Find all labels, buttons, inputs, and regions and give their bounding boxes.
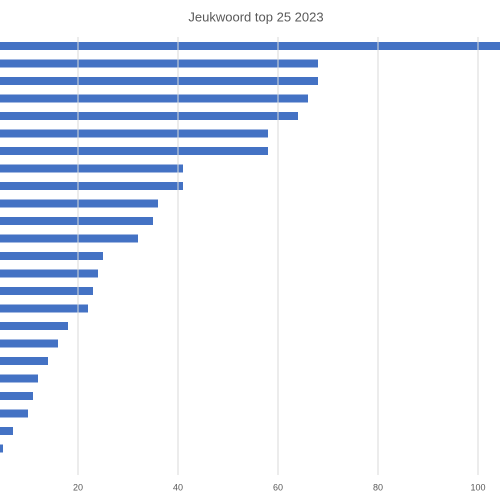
bar <box>0 287 93 295</box>
chart-title: Jeukwoord top 25 2023 <box>188 9 323 24</box>
bar <box>0 112 298 120</box>
plot-area <box>0 42 500 453</box>
bar <box>0 392 33 400</box>
bar <box>0 357 48 365</box>
bar <box>0 444 3 453</box>
x-tick-label: 100 <box>470 482 485 492</box>
x-tick-label: 80 <box>373 482 383 492</box>
bar <box>0 339 58 348</box>
bar <box>0 269 98 278</box>
bar <box>0 427 13 435</box>
bar <box>0 217 153 225</box>
bar <box>0 322 68 330</box>
bar <box>0 234 138 243</box>
bar <box>0 59 318 68</box>
bar <box>0 94 308 103</box>
bar <box>0 182 183 190</box>
bar <box>0 374 38 383</box>
bar <box>0 252 103 260</box>
bar <box>0 77 318 85</box>
bar <box>0 304 88 313</box>
bar <box>0 409 28 418</box>
x-tick-label: 60 <box>273 482 283 492</box>
x-tick-label: 40 <box>173 482 183 492</box>
bar <box>0 164 183 173</box>
bar <box>0 42 500 50</box>
bar <box>0 147 268 155</box>
bar <box>0 199 158 208</box>
x-tick-label: 20 <box>73 482 83 492</box>
bar <box>0 129 268 138</box>
